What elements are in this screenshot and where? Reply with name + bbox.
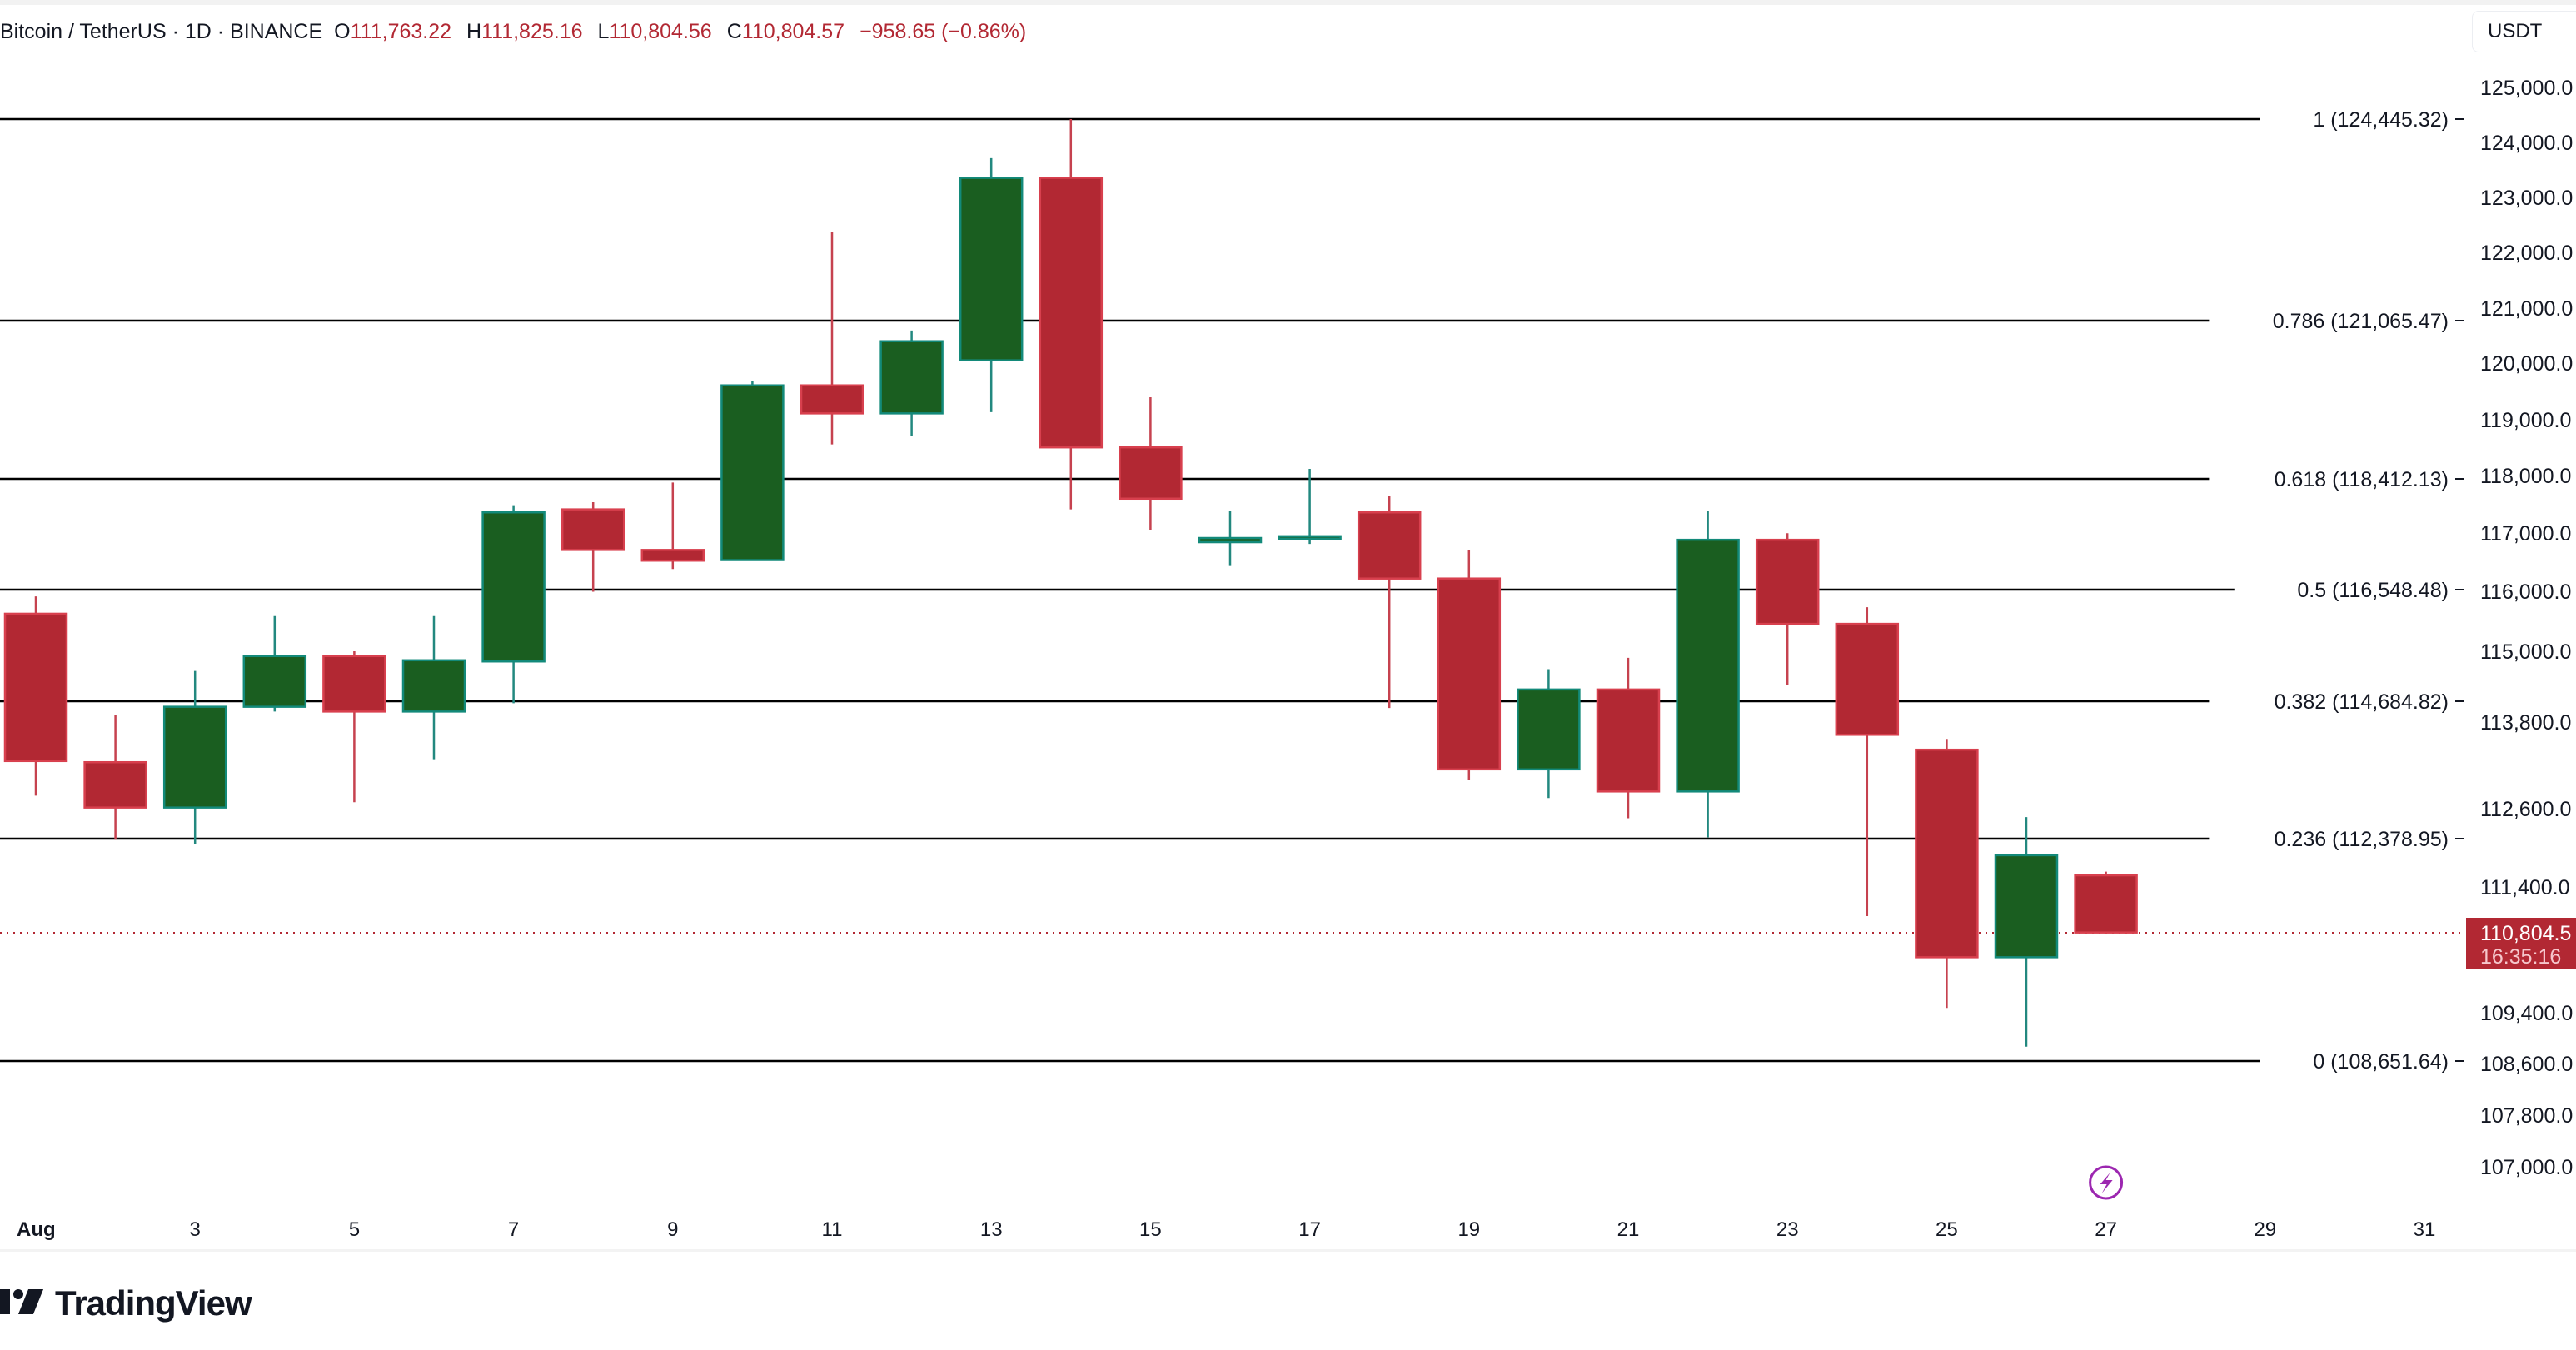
time-tick: 31 (2414, 1218, 2436, 1241)
time-tick: 23 (1776, 1218, 1799, 1241)
lightning-icon[interactable] (2089, 1165, 2124, 1200)
candle (720, 381, 785, 561)
svg-text:0.618 (118,412.13): 0.618 (118,412.13) (2275, 468, 2449, 491)
fib-level-0.786[interactable]: 0.786 (121,065.47) (0, 310, 2464, 333)
candle (1198, 511, 1263, 566)
candle (959, 157, 1024, 412)
top-border (0, 0, 2576, 5)
candle (162, 670, 227, 845)
svg-text:1 (124,445.32): 1 (124,445.32) (2313, 108, 2449, 132)
time-tick: 7 (508, 1218, 519, 1241)
high-value: 111,825.16 (481, 19, 583, 43)
candle (1119, 397, 1183, 530)
svg-text:0.236 (112,378.95): 0.236 (112,378.95) (2275, 828, 2449, 851)
candle (1039, 119, 1104, 510)
svg-text:0.382 (114,684.82): 0.382 (114,684.82) (2275, 690, 2449, 714)
open-label: O (334, 19, 351, 43)
time-tick: 25 (1936, 1218, 1958, 1241)
change-value: −958.65 (−0.86%) (859, 19, 1027, 43)
candle (83, 715, 147, 840)
time-axis-divider (0, 1249, 2576, 1252)
candle (1596, 657, 1661, 819)
svg-text:0.786 (121,065.47): 0.786 (121,065.47) (2273, 310, 2449, 333)
candle (561, 502, 625, 592)
time-tick: 17 (1298, 1218, 1321, 1241)
time-tick: 13 (980, 1218, 1003, 1241)
time-tick: Aug (17, 1218, 56, 1241)
time-tick: 3 (190, 1218, 201, 1241)
fib-level-0.5[interactable]: 0.5 (116,548.48) (0, 579, 2464, 602)
time-tick: 9 (667, 1218, 678, 1241)
candle (3, 596, 68, 796)
price-tick: 116,000.0 (2480, 580, 2571, 604)
candle (322, 651, 386, 803)
price-tick: 120,000.0 (2480, 352, 2573, 376)
fib-level-1[interactable]: 1 (124,445.32) (0, 108, 2464, 132)
currency-selector[interactable]: USDT (2472, 11, 2576, 52)
high-label: H (466, 19, 482, 43)
close-value: 110,804.57 (741, 19, 845, 43)
symbol-title[interactable]: Bitcoin / TetherUS · 1D · BINANCE (0, 19, 323, 43)
candle (640, 482, 705, 570)
logo-text: TradingView (55, 1283, 252, 1323)
time-tick: 15 (1139, 1218, 1162, 1241)
candle (481, 505, 546, 704)
candle (2074, 871, 2138, 934)
svg-text:0.5 (116,548.48): 0.5 (116,548.48) (2297, 579, 2449, 602)
price-tick: 118,000.0 (2480, 465, 2571, 488)
time-tick: 21 (1617, 1218, 1640, 1241)
price-tick: 113,800.0 (2480, 711, 2571, 735)
price-tick: 109,400.0 (2480, 1002, 2573, 1025)
candle (1517, 669, 1581, 799)
price-tick: 125,000.0 (2480, 77, 2573, 100)
candle (1915, 739, 1979, 1009)
price-tick: 121,000.0 (2480, 297, 2573, 321)
low-value: 110,804.56 (609, 19, 712, 43)
tradingview-mark-icon (0, 1289, 45, 1318)
low-label: L (597, 19, 610, 43)
tradingview-logo[interactable]: TradingView (0, 1283, 252, 1324)
price-tick: 115,000.0 (2480, 640, 2571, 664)
candle (1676, 511, 1740, 838)
svg-text:16:35:16: 16:35:16 (2480, 945, 2561, 969)
time-tick: 29 (2254, 1218, 2276, 1241)
svg-text:0 (108,651.64): 0 (108,651.64) (2313, 1050, 2449, 1074)
price-tick: 107,000.0 (2480, 1156, 2573, 1179)
open-value: 111,763.22 (350, 19, 452, 43)
candle (879, 330, 944, 436)
candle (1437, 550, 1502, 780)
price-tick: 119,000.0 (2480, 409, 2571, 432)
svg-text:110,804.5: 110,804.5 (2480, 922, 2571, 945)
price-axis[interactable]: 125,000.0 124,000.0 123,000.0 122,000.0 121,… (2480, 77, 2573, 1179)
fib-level-0.236[interactable]: 0.236 (112,378.95) (0, 828, 2464, 851)
time-tick: 19 (1457, 1218, 1480, 1241)
candle (401, 615, 466, 760)
price-tick: 117,000.0 (2480, 522, 2571, 545)
time-tick: 11 (822, 1218, 843, 1241)
candle (1278, 468, 1342, 545)
candle (1835, 607, 1900, 916)
fib-level-0.618[interactable]: 0.618 (118,412.13) (0, 468, 2464, 491)
time-axis[interactable]: Aug 3 5 7 9 11 13 15 17 19 21 23 25 27 29 31 (17, 1218, 2435, 1241)
time-tick: 27 (2095, 1218, 2117, 1241)
candle (1755, 533, 1820, 685)
price-tick: 107,800.0 (2480, 1104, 2573, 1128)
price-tick: 124,000.0 (2480, 132, 2573, 155)
candle (800, 231, 864, 445)
close-label: C (726, 19, 742, 43)
candle (1357, 496, 1422, 709)
candles (3, 119, 2138, 1047)
fib-level-0[interactable]: 0 (108,651.64) (0, 1050, 2464, 1074)
candle (242, 615, 307, 712)
price-tick: 108,600.0 (2480, 1053, 2573, 1076)
last-price-badge: 110,804.516:35:16 (2466, 918, 2576, 969)
price-tick: 112,600.0 (2480, 798, 2571, 821)
price-tick: 123,000.0 (2480, 187, 2573, 210)
candle (1994, 817, 2059, 1047)
symbol-legend: Bitcoin / TetherUS · 1D · BINANCE O 111,7… (0, 17, 1026, 47)
time-tick: 5 (349, 1218, 360, 1241)
price-tick: 122,000.0 (2480, 242, 2573, 265)
price-tick: 111,400.0 (2480, 876, 2570, 899)
